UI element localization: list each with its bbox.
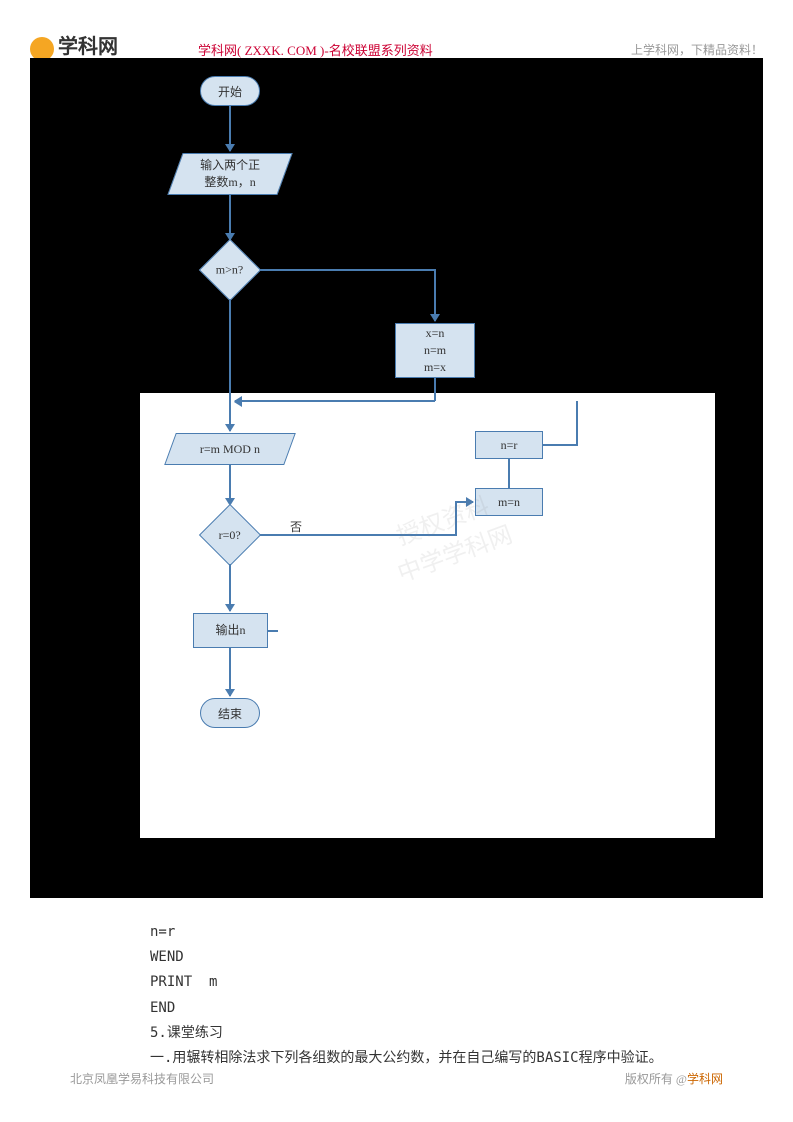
- swap-line3: m=x: [424, 359, 446, 376]
- node-end: 结束: [200, 698, 260, 728]
- node-decision-mn-label: m>n?: [216, 263, 243, 278]
- node-swap: x=n n=m m=x: [395, 323, 475, 378]
- node-nr-label: n=r: [501, 437, 518, 454]
- code-line: END: [150, 996, 663, 1021]
- connector: [229, 299, 231, 401]
- label-no: 否: [290, 518, 302, 535]
- page-footer: 北京凤凰学易科技有限公司 版权所有 @学科网: [0, 1070, 793, 1087]
- node-start-label: 开始: [218, 83, 242, 100]
- logo-text: 学科网: [58, 30, 118, 59]
- connector: [543, 444, 578, 446]
- node-decision-r-label: r=0?: [219, 528, 241, 543]
- node-end-label: 结束: [218, 705, 242, 722]
- exercise-text: 一.用辗转相除法求下列各组数的最大公约数，并在自己编写的BASIC程序中验证。: [150, 1046, 663, 1071]
- arrow: [229, 465, 231, 505]
- code-line: WEND: [150, 945, 663, 970]
- diagram-area: 开始 输入两个正整数m，n m>n? x=n n=m m=x: [30, 58, 763, 898]
- connector: [268, 630, 278, 632]
- connector: [434, 378, 436, 401]
- arrow: [229, 648, 231, 696]
- footer-right: 版权所有 @学科网: [625, 1070, 723, 1087]
- connector: [260, 269, 435, 271]
- arrow: [455, 501, 473, 503]
- node-decision-r: r=0?: [199, 504, 261, 566]
- flowchart: 开始 输入两个正整数m，n m>n? x=n n=m m=x: [30, 58, 763, 838]
- node-input: 输入两个正整数m，n: [167, 153, 292, 195]
- node-start: 开始: [200, 76, 260, 106]
- footer-left: 北京凤凰学易科技有限公司: [70, 1070, 214, 1087]
- connector: [576, 401, 578, 446]
- text-content: n=r WEND PRINT m END 5.课堂练习 一.用辗转相除法求下列各…: [150, 920, 663, 1071]
- watermark: 授权资料中学学科网: [305, 454, 616, 681]
- arrow: [235, 401, 578, 403]
- node-mod-label: r=m MOD n: [200, 441, 260, 458]
- code-line: PRINT m: [150, 970, 663, 995]
- arrow: [434, 269, 436, 321]
- code-line: n=r: [150, 920, 663, 945]
- node-output-label: 输出n: [215, 622, 245, 639]
- arrow: [229, 564, 231, 611]
- node-decision-mn: m>n?: [199, 239, 261, 301]
- connector: [455, 501, 457, 536]
- arrow: [229, 106, 231, 151]
- section-title: 5.课堂练习: [150, 1021, 663, 1046]
- connector: [260, 534, 455, 536]
- arrow: [229, 400, 231, 431]
- node-mn-label: m=n: [498, 494, 520, 511]
- swap-line2: n=m: [424, 342, 446, 359]
- node-mod: r=m MOD n: [164, 433, 296, 465]
- node-mn: m=n: [475, 488, 543, 516]
- connector: [508, 459, 510, 488]
- node-nr: n=r: [475, 431, 543, 459]
- header-right-text: 上学科网，下精品资料！: [631, 41, 763, 58]
- node-input-label: 输入两个正整数m，n: [200, 157, 260, 191]
- swap-line1: x=n: [426, 325, 445, 342]
- arrow: [229, 195, 231, 240]
- header-center-text: 学科网( ZXXK. COM )-名校联盟系列资料: [198, 40, 433, 59]
- node-output: 输出n: [193, 613, 268, 648]
